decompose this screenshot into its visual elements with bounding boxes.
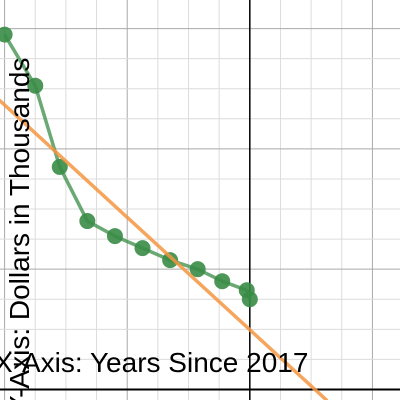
y-axis-title: Y-Axis: Dollars in Thousands	[4, 58, 35, 400]
data-point	[134, 240, 151, 257]
data-point	[0, 26, 13, 43]
data-point	[189, 261, 206, 278]
data-point	[51, 158, 68, 175]
trend-line	[0, 99, 329, 400]
data-point	[27, 77, 44, 94]
series-layer	[0, 26, 329, 400]
data-point	[106, 228, 123, 245]
x-axis-title: X-Axis: Years Since 2017	[0, 347, 308, 378]
data-point	[214, 273, 231, 290]
data-point	[79, 213, 96, 230]
data-point	[241, 291, 258, 308]
data-point	[162, 252, 179, 269]
